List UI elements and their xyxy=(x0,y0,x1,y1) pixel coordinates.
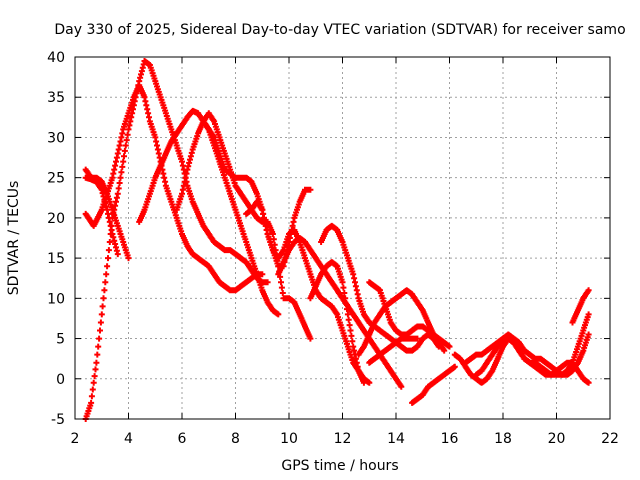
y-tick-label: 25 xyxy=(47,171,65,187)
x-tick-label: 20 xyxy=(548,431,566,447)
series-markers xyxy=(82,174,121,258)
x-tick-label: 4 xyxy=(124,431,133,447)
x-tick-label: 2 xyxy=(71,431,80,447)
series-markers xyxy=(366,279,453,350)
axis-ticks: 2 4 6 8 10 12 14 16 18 20 22 -5 0 5 10 15 20 25 30 35 40 xyxy=(47,50,619,447)
y-tick-label: 5 xyxy=(56,332,65,348)
y-tick-label: -5 xyxy=(51,412,65,428)
x-tick-label: 6 xyxy=(178,431,187,447)
series-track-14 xyxy=(366,335,421,366)
series-markers xyxy=(409,363,458,406)
series-track-10 xyxy=(307,259,367,386)
data-points xyxy=(82,58,592,422)
series-track-18 xyxy=(473,311,592,378)
x-tick-label: 18 xyxy=(494,431,512,447)
series-track-13 xyxy=(366,279,453,350)
series-track-19 xyxy=(569,287,592,326)
x-tick-label: 22 xyxy=(601,431,619,447)
y-tick-label: 40 xyxy=(47,50,65,66)
x-tick-label: 14 xyxy=(387,431,405,447)
series-track-15 xyxy=(409,363,458,406)
x-tick-label: 10 xyxy=(280,431,298,447)
series-markers xyxy=(307,259,367,386)
series-markers xyxy=(473,311,592,378)
series-track-4 xyxy=(82,174,121,258)
y-tick-label: 35 xyxy=(47,90,65,106)
y-axis-label: SDTVAR / TECUs xyxy=(6,181,22,296)
x-axis-label: GPS time / hours xyxy=(281,458,398,474)
y-tick-label: 20 xyxy=(47,211,65,227)
x-tick-label: 8 xyxy=(231,431,240,447)
grid-lines xyxy=(75,57,610,419)
y-tick-label: 15 xyxy=(47,251,65,267)
y-tick-label: 0 xyxy=(56,372,65,388)
chart-title: Day 330 of 2025, Sidereal Day-to-day VTE… xyxy=(54,22,625,38)
x-tick-label: 16 xyxy=(441,431,459,447)
x-tick-label: 12 xyxy=(334,431,352,447)
y-tick-label: 10 xyxy=(47,291,65,307)
y-tick-label: 30 xyxy=(47,130,65,146)
series-markers xyxy=(569,287,592,326)
series-markers xyxy=(366,335,421,366)
